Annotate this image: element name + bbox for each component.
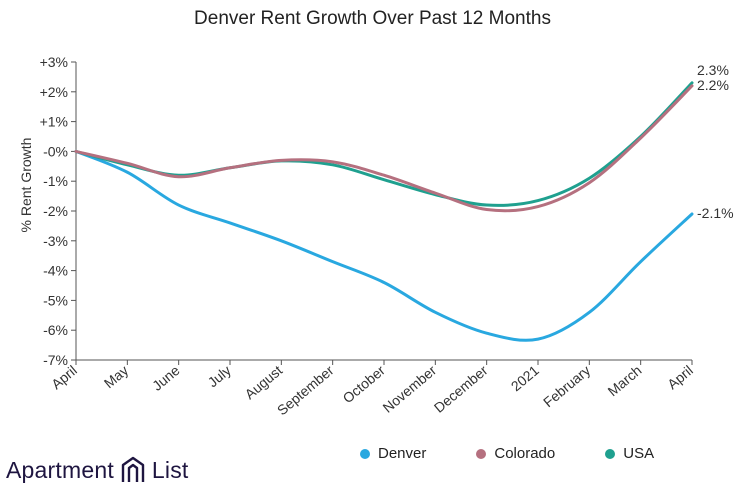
x-tick-label: December	[431, 362, 491, 416]
chart-axes	[75, 62, 692, 361]
legend-marker-usa	[605, 448, 616, 459]
x-tick-label: August	[242, 362, 286, 402]
logo-word-apartment: Apartment	[6, 456, 114, 483]
legend-item-usa[interactable]: USA	[605, 445, 654, 462]
series-line-colorado	[74, 84, 694, 213]
y-tick-label: -3%	[43, 233, 68, 249]
series-line-denver	[74, 149, 694, 342]
y-tick-label: -0%	[43, 143, 68, 159]
x-tick-label: April	[664, 362, 696, 392]
series-lines	[74, 81, 694, 342]
x-tick-label: 2021	[508, 362, 542, 394]
y-axis-title: % Rent Growth	[18, 138, 34, 233]
building-icon	[121, 456, 145, 482]
end-label-denver: -2.1%	[697, 205, 734, 221]
series-end-labels: -2.1% 2.2%2.3%	[697, 62, 734, 221]
x-tick-label: July	[205, 362, 234, 390]
legend-label: Denver	[378, 445, 427, 462]
legend: Denver Colorado USA	[360, 445, 704, 462]
y-tick-label: -6%	[43, 322, 68, 338]
y-tick-label: -7%	[43, 352, 68, 368]
y-tick-label: +2%	[40, 84, 68, 100]
x-tick-label: November	[379, 362, 439, 416]
y-tick-label: -2%	[43, 203, 68, 219]
legend-label: USA	[623, 445, 655, 462]
legend-marker-colorado	[476, 448, 487, 459]
x-tick-label: March	[605, 362, 645, 399]
x-tick-label: February	[540, 362, 593, 410]
y-tick-label: -1%	[43, 173, 68, 189]
y-tick-label: -5%	[43, 292, 68, 308]
series-line-usa	[74, 81, 694, 207]
legend-item-colorado[interactable]: Colorado	[476, 445, 555, 462]
apartment-list-logo: Apartment List	[6, 456, 189, 484]
end-label-colorado: 2.2%	[697, 77, 729, 93]
legend-item-denver[interactable]: Denver	[360, 445, 426, 462]
x-tick-label: May	[101, 362, 132, 391]
legend-label: Colorado	[494, 445, 556, 462]
x-tick-label: September	[274, 362, 337, 418]
chart-title: Denver Rent Growth Over Past 12 Months	[194, 8, 551, 29]
x-tick-label: October	[339, 362, 388, 406]
logo-word-list: List	[151, 456, 189, 483]
x-tick-label: June	[149, 362, 183, 394]
y-tick-label: +1%	[40, 114, 68, 130]
y-tick-label: -4%	[43, 263, 68, 279]
y-axis-ticks: +3% +2% +1% -0% -1% -2% -3% -4% -5% -6% -7%	[40, 54, 76, 368]
y-tick-label: +3%	[40, 54, 68, 70]
end-label-usa: 2.3%	[697, 62, 729, 78]
legend-marker-denver	[360, 448, 370, 459]
